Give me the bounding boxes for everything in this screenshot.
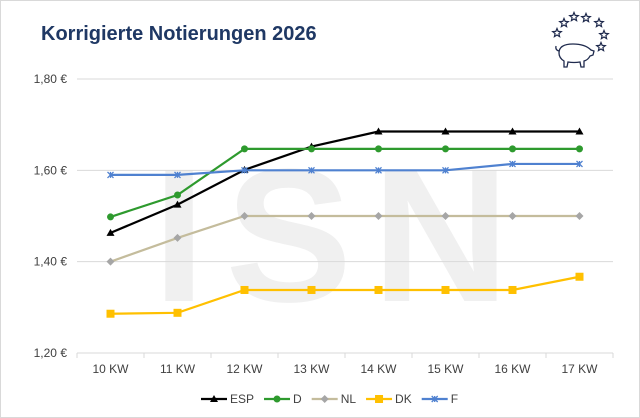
data-point — [307, 212, 316, 220]
y-tick-label: 1,60 € — [34, 163, 68, 177]
data-point — [106, 257, 115, 266]
watermark-text: ISN — [153, 130, 530, 342]
x-tick-label: 17 KW — [561, 362, 598, 376]
data-point — [576, 145, 583, 153]
x-tick-label: 12 KW — [226, 362, 263, 376]
series-d — [107, 145, 583, 221]
series-line — [110, 275, 580, 315]
star-icon — [595, 40, 607, 52]
legend-label: F — [451, 392, 458, 406]
star-icon — [598, 28, 610, 40]
data-point — [508, 285, 517, 294]
star-icon — [593, 16, 605, 28]
legend-item-f: F — [421, 392, 458, 406]
data-point — [575, 212, 584, 220]
legend-item-esp: ESP — [201, 392, 254, 406]
data-point — [320, 395, 329, 403]
data-point — [241, 145, 248, 153]
data-point — [374, 127, 383, 135]
legend-item-nl: NL — [311, 392, 357, 406]
data-point — [431, 395, 439, 403]
data-point — [374, 212, 383, 220]
legend-label: ESP — [230, 392, 254, 406]
series-f — [107, 160, 583, 179]
data-point — [308, 166, 315, 174]
legend-item-d: D — [264, 392, 302, 406]
series-nl — [106, 212, 584, 266]
series-line — [110, 147, 580, 218]
data-point — [241, 166, 248, 174]
y-tick-label: 1,80 € — [34, 72, 68, 86]
data-point — [441, 212, 450, 220]
chart-title: Korrigierte Notierungen 2026 — [41, 23, 317, 45]
star-icon — [580, 11, 592, 23]
data-point — [374, 285, 383, 294]
x-tick-label: 15 KW — [427, 362, 464, 376]
x-tick-label: 11 KW — [160, 362, 196, 376]
data-point — [308, 145, 315, 153]
data-point — [273, 395, 281, 403]
data-point — [174, 171, 181, 179]
data-point — [106, 309, 115, 318]
legend-label: D — [293, 392, 302, 406]
pig-icon — [555, 43, 595, 68]
x-tick-label: 16 KW — [494, 362, 531, 376]
star-icon — [568, 10, 580, 22]
data-point — [210, 395, 218, 402]
data-point — [375, 145, 382, 153]
legend-label: NL — [341, 392, 357, 406]
data-point — [307, 285, 316, 294]
data-point — [575, 272, 584, 281]
data-point — [441, 285, 450, 294]
data-point — [174, 191, 181, 199]
x-tick-label: 10 KW — [92, 362, 129, 376]
legend-item-dk: DK — [366, 392, 412, 406]
data-point — [107, 213, 114, 221]
data-point — [509, 145, 516, 153]
data-point — [508, 127, 517, 135]
isn-logo — [551, 10, 610, 68]
data-point — [240, 285, 249, 294]
y-tick-label: 1,40 € — [34, 255, 68, 269]
legend-label: DK — [395, 392, 412, 406]
series-line — [110, 130, 580, 234]
data-point — [508, 212, 517, 220]
data-point — [442, 166, 449, 174]
data-point — [375, 166, 382, 174]
star-icon — [558, 16, 570, 28]
data-point — [575, 127, 584, 135]
data-point — [240, 212, 249, 220]
data-point — [106, 228, 115, 236]
x-tick-label: 13 KW — [293, 362, 330, 376]
data-point — [442, 145, 449, 153]
data-point — [107, 171, 114, 179]
data-point — [576, 160, 583, 168]
data-point — [173, 308, 182, 317]
series-line — [110, 214, 580, 263]
x-tick-label: 14 KW — [360, 362, 397, 376]
data-point — [509, 160, 516, 168]
series-dk — [106, 272, 584, 318]
data-point — [375, 395, 384, 403]
data-point — [441, 127, 450, 135]
series-line — [110, 162, 580, 176]
y-tick-label: 1,20 € — [34, 346, 68, 360]
data-point — [173, 200, 182, 208]
star-icon — [551, 26, 563, 38]
data-point — [173, 233, 182, 242]
